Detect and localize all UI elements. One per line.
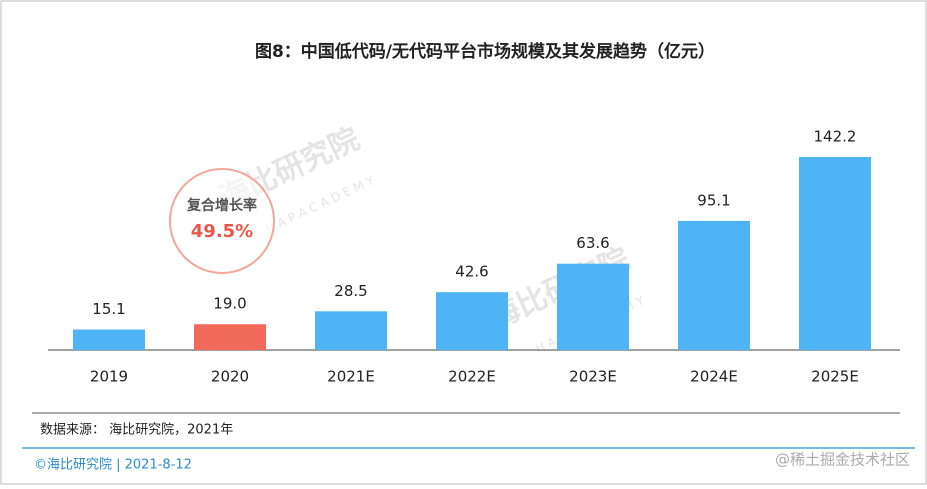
x-tick-label: 2019 (90, 368, 128, 386)
value-label: 95.1 (697, 191, 730, 209)
value-label: 63.6 (576, 234, 609, 252)
x-tick-label: 2020 (211, 368, 249, 386)
x-tick-label: 2025E (811, 368, 859, 386)
bar (194, 324, 266, 350)
value-label: 42.6 (455, 263, 488, 281)
chart-title: 图8：中国低代码/无代码平台市场规模及其发展趋势（亿元） (255, 41, 715, 62)
bar (799, 157, 871, 350)
value-label: 15.1 (92, 300, 125, 318)
value-label: 142.2 (814, 128, 857, 146)
value-label: 19.0 (213, 295, 246, 313)
x-tick-label: 2021E (327, 368, 375, 386)
annotation-circle (169, 168, 275, 274)
site-mark: @稀土掘金技术社区 (775, 451, 910, 469)
bar (436, 292, 508, 350)
value-label: 28.5 (334, 282, 367, 300)
bar (557, 263, 629, 350)
x-tick-label: 2023E (569, 368, 617, 386)
annotation-title: 复合增长率 (186, 197, 257, 214)
x-tick-label: 2024E (690, 368, 738, 386)
bar (73, 329, 145, 350)
bar (678, 220, 750, 350)
source: 数据来源： 海比研究院，2021年 (40, 423, 233, 438)
footer: ©海比研究院 | 2021-8-12 (34, 458, 192, 473)
x-tick-label: 2022E (448, 368, 496, 386)
annotation-value: 49.5% (191, 221, 253, 242)
bar (315, 311, 387, 350)
